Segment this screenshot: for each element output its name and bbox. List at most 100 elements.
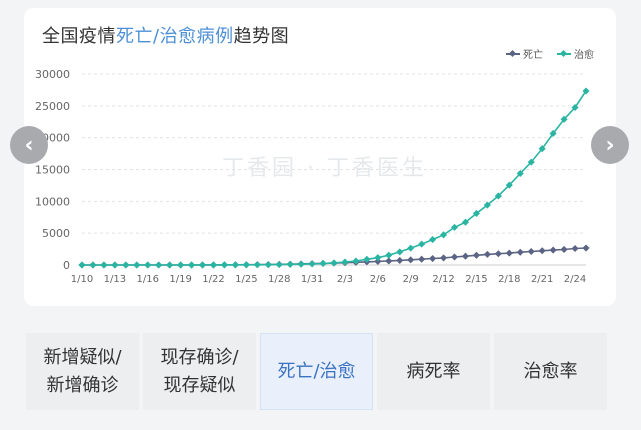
data-point-death xyxy=(418,255,426,263)
data-point-death xyxy=(571,244,579,253)
data-point-cure xyxy=(242,261,250,269)
x-tick-label: 2/24 xyxy=(564,274,586,285)
data-point-death xyxy=(440,254,448,262)
x-tick-label: 1/10 xyxy=(71,274,93,285)
x-tick-label: 2/18 xyxy=(498,274,520,285)
tab-label-line2: 新增确诊 xyxy=(46,374,119,396)
y-tick-label: 15000 xyxy=(35,164,70,177)
series-line-cure xyxy=(82,90,587,266)
legend-item-cure[interactable]: 治愈 xyxy=(557,46,594,61)
tab-new-suspected-confirmed[interactable]: 新增疑似/新增确诊 xyxy=(26,333,139,410)
chart-card: 全国疫情死亡/治愈病例趋势图 死亡 治愈 丁香园 · 丁香医生 0 5000 100… xyxy=(24,8,616,306)
data-point-cure xyxy=(100,261,108,269)
data-point-death xyxy=(582,244,590,252)
tab-label-line2: 现存疑似 xyxy=(163,374,236,396)
data-point-death xyxy=(450,253,459,261)
x-tick-label: 1/13 xyxy=(104,274,126,285)
tab-label: 病死率 xyxy=(406,360,461,382)
data-point-cure xyxy=(220,261,228,269)
data-point-death xyxy=(429,254,437,263)
x-tick-label: 1/16 xyxy=(137,274,159,285)
y-tick-label: 25000 xyxy=(35,100,70,113)
data-point-death xyxy=(483,250,491,258)
data-point-death xyxy=(527,247,535,256)
chevron-right-icon: › xyxy=(605,132,615,158)
data-point-cure xyxy=(78,261,86,269)
data-point-cure xyxy=(122,261,130,269)
data-point-cure xyxy=(308,260,316,268)
data-point-death xyxy=(396,256,404,264)
data-point-cure xyxy=(374,254,382,262)
data-point-cure xyxy=(549,129,557,138)
tab-fatality-rate[interactable]: 病死率 xyxy=(377,333,490,410)
data-point-cure xyxy=(352,257,360,265)
title-part1: 全国疫情 xyxy=(42,26,116,47)
chevron-left-icon: ‹ xyxy=(24,132,34,158)
data-point-cure xyxy=(177,261,185,269)
legend-swatch-death xyxy=(506,52,520,55)
data-point-death xyxy=(538,247,546,255)
x-tick-label: 1/31 xyxy=(301,274,323,285)
x-tick-label: 2/15 xyxy=(465,274,487,285)
data-point-cure xyxy=(483,201,491,209)
data-point-cure xyxy=(319,259,327,267)
tab-cure-rate[interactable]: 治愈率 xyxy=(494,333,607,410)
data-point-cure xyxy=(505,181,513,189)
data-point-cure xyxy=(472,209,480,217)
data-point-cure xyxy=(209,261,218,269)
title-highlight: 死亡/治愈病例 xyxy=(116,26,234,47)
legend-label-death: 死亡 xyxy=(523,50,543,61)
data-point-cure xyxy=(582,87,590,95)
chart-legend[interactable]: 死亡 治愈 xyxy=(506,46,594,61)
next-chart-button[interactable]: › xyxy=(591,126,629,164)
data-point-cure xyxy=(253,261,261,269)
data-point-death xyxy=(516,248,524,256)
x-tick-label: 2/3 xyxy=(337,274,353,285)
data-point-cure xyxy=(461,218,470,226)
data-point-cure xyxy=(198,261,207,269)
prev-chart-button[interactable]: ‹ xyxy=(10,126,48,164)
x-tick-label: 1/19 xyxy=(169,274,191,285)
y-tick-label: 10000 xyxy=(35,195,70,208)
data-point-death xyxy=(560,245,568,253)
data-point-cure xyxy=(297,260,305,268)
data-point-death xyxy=(461,252,470,260)
legend-swatch-cure xyxy=(557,52,571,55)
data-point-cure xyxy=(341,258,349,266)
chart-tabs: 新增疑似/新增确诊 现存确诊/现存疑似 死亡/治愈 病死率 治愈率 xyxy=(26,333,607,410)
data-point-cure xyxy=(264,261,272,269)
data-point-cure xyxy=(407,244,415,252)
data-point-cure xyxy=(155,261,163,269)
y-tick-label: 0 xyxy=(63,259,70,272)
legend-item-death[interactable]: 死亡 xyxy=(506,46,543,61)
data-point-cure xyxy=(89,261,97,269)
title-part2: 趋势图 xyxy=(233,26,290,47)
data-point-death xyxy=(472,251,480,259)
data-point-cure xyxy=(133,261,141,269)
legend-label-cure: 治愈 xyxy=(574,50,594,61)
tab-label: 死亡/治愈 xyxy=(277,360,356,382)
data-point-cure xyxy=(144,261,152,269)
x-tick-label: 2/12 xyxy=(432,274,454,285)
y-tick-label: 30000 xyxy=(35,68,70,81)
data-point-cure xyxy=(275,261,283,269)
x-tick-label: 2/9 xyxy=(403,274,419,285)
data-point-cure xyxy=(330,259,338,267)
data-point-cure xyxy=(188,261,196,269)
data-point-cure xyxy=(538,145,546,153)
data-point-death xyxy=(385,257,393,265)
data-point-cure xyxy=(450,223,459,231)
data-point-cure xyxy=(571,103,579,112)
data-point-cure xyxy=(396,248,404,256)
data-point-death xyxy=(407,256,415,264)
x-tick-label: 2/21 xyxy=(531,274,553,285)
data-point-cure xyxy=(429,236,437,244)
data-point-cure xyxy=(363,255,371,263)
tab-existing-confirmed-suspected[interactable]: 现存确诊/现存疑似 xyxy=(143,333,256,410)
data-point-cure xyxy=(440,231,448,239)
data-point-cure xyxy=(516,169,524,178)
data-point-cure xyxy=(166,261,174,269)
data-point-cure xyxy=(111,261,119,269)
x-tick-label: 1/22 xyxy=(202,274,224,285)
tab-death-cure[interactable]: 死亡/治愈 xyxy=(260,333,373,410)
